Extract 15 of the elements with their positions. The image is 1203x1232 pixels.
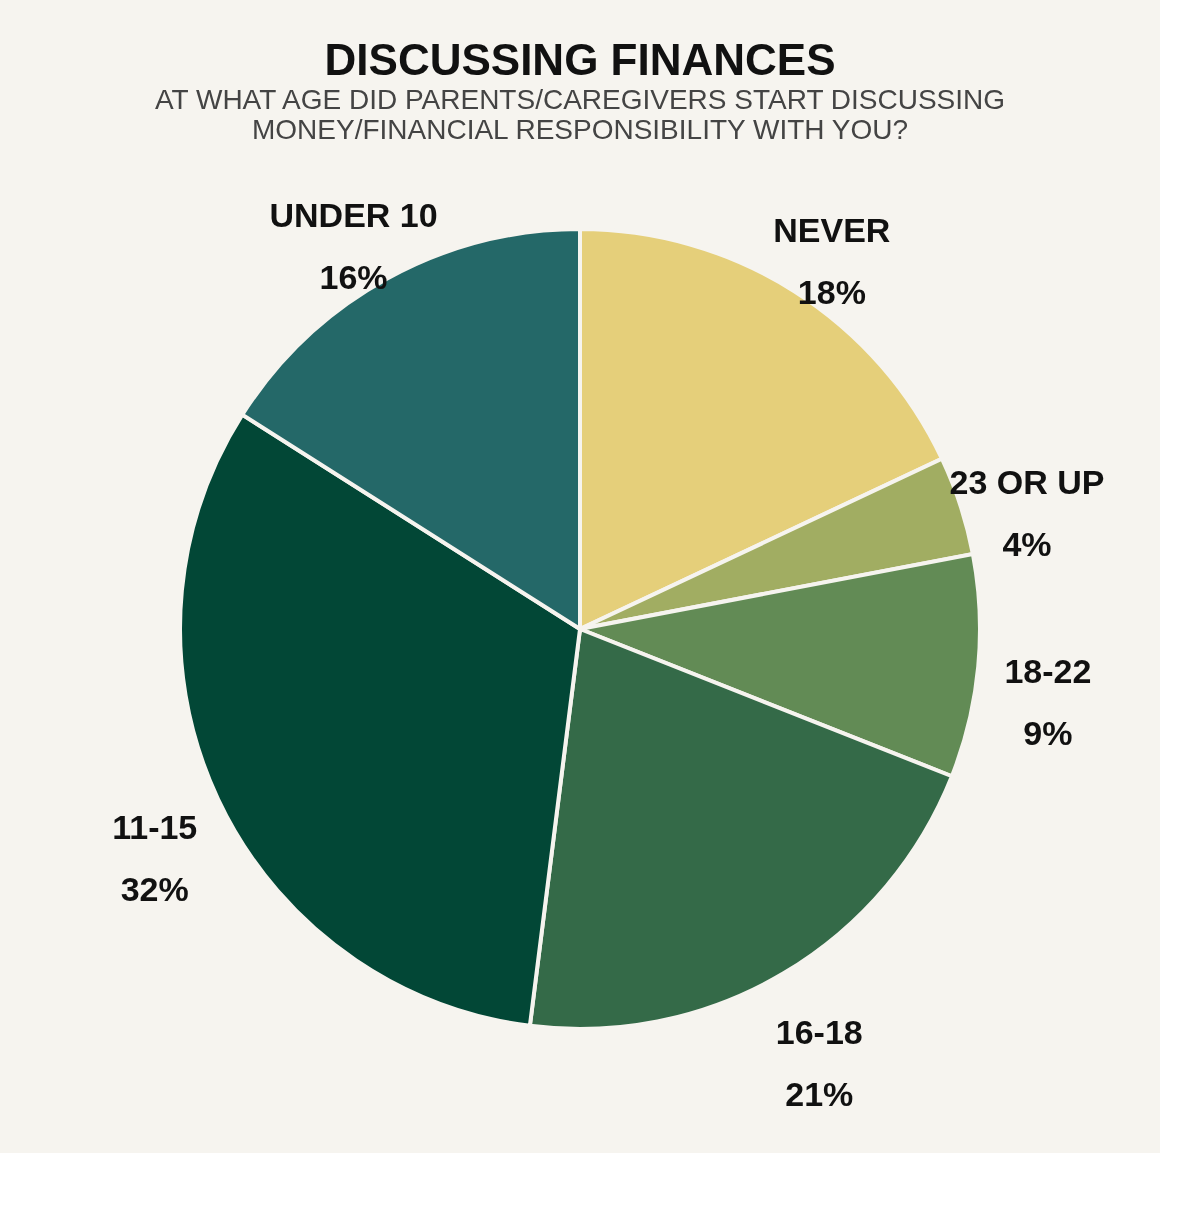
chart-title: DISCUSSING FINANCES [324,35,836,84]
text: AT WHAT AGE DID PARENTS/CAREGIVERS START DISCUSSING [154,84,1006,115]
data-label: 21% [785,1074,854,1113]
data-label: 18% [797,273,866,312]
text: MONEY/FINANCIAL RESPONSIBILITY WITH YOU? [251,114,909,145]
data-label: 9% [1023,714,1073,753]
slice-label: 16-18 [775,1012,863,1051]
slice-label: UNDER 10 [269,196,438,235]
data-label: 4% [1002,524,1052,563]
data-label: 32% [120,870,189,909]
slice-label: NEVER [773,211,891,250]
slice-label: 18-22 [1004,652,1092,691]
data-label: 16% [319,258,388,297]
slice-label: 11-15 [112,808,198,847]
slice-label: 23 OR UP [949,462,1105,501]
